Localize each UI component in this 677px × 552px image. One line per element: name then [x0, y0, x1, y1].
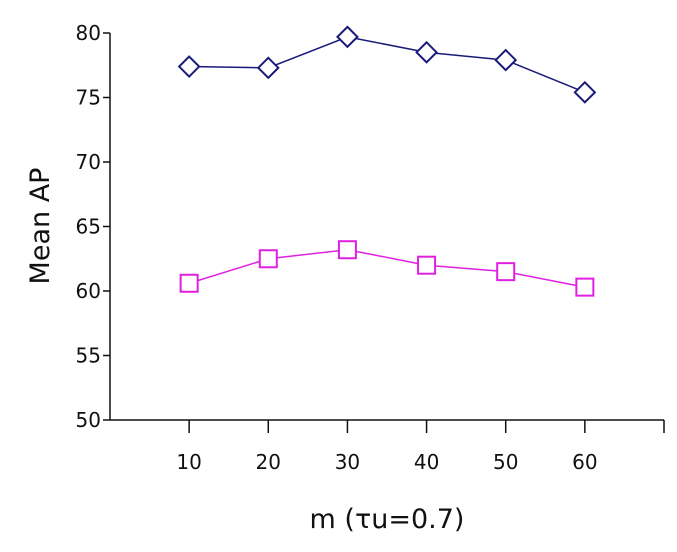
data-point-square — [258, 249, 278, 269]
x-axis-title: m (τu=0.7) — [310, 504, 465, 535]
data-point-square — [496, 262, 516, 282]
x-ticks: 10 20 30 40 50 60 — [176, 420, 665, 474]
data-point-diamond — [256, 56, 280, 80]
y-tick-label: 75 — [76, 86, 101, 110]
series-line-2 — [188, 248, 586, 288]
data-point-diamond — [336, 25, 359, 49]
data-point-square — [575, 277, 595, 297]
x-tick-label: 60 — [572, 450, 597, 474]
y-axis-title: Mean AP — [25, 168, 56, 285]
y-tick-label: 80 — [76, 21, 101, 45]
data-point-diamond — [415, 40, 438, 64]
data-point-diamond — [177, 55, 201, 78]
x-tick-label: 50 — [493, 450, 518, 474]
y-ticks: 50 55 60 65 70 75 80 — [76, 21, 110, 432]
data-point-diamond — [573, 80, 597, 104]
series-line-1 — [189, 36, 586, 94]
x-tick-label: 20 — [256, 450, 281, 474]
data-point-square — [417, 255, 437, 275]
data-point-diamond — [494, 48, 518, 72]
data-point-square — [337, 240, 357, 260]
series-layer — [177, 25, 597, 297]
y-tick-label: 55 — [76, 344, 101, 368]
y-tick-label: 60 — [76, 279, 101, 303]
y-tick-label: 65 — [76, 215, 101, 239]
x-tick-label: 10 — [176, 450, 201, 474]
y-tick-label: 70 — [76, 150, 101, 174]
x-tick-label: 40 — [414, 450, 439, 474]
x-tick-label: 30 — [335, 450, 360, 474]
y-tick-label: 50 — [76, 408, 101, 432]
data-point-square — [179, 273, 199, 293]
